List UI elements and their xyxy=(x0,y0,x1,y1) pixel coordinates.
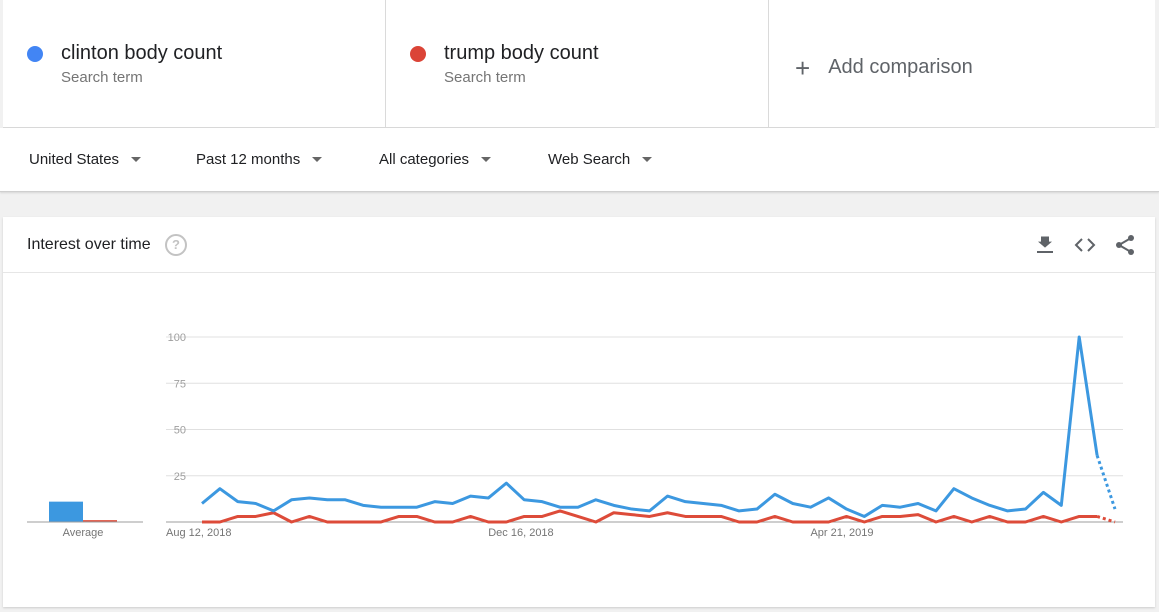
search-term-2[interactable]: trump body count Search term xyxy=(386,0,769,127)
time-range-label: Past 12 months xyxy=(196,151,301,168)
series-line-trump xyxy=(202,509,1098,524)
search-terms-bar: clinton body count Search term trump bod… xyxy=(3,0,1155,128)
search-term-type: Search term xyxy=(61,69,143,86)
search-term-name: clinton body count xyxy=(61,42,223,64)
category-dropdown[interactable]: All categories xyxy=(379,151,492,168)
dropdown-arrow-icon xyxy=(642,157,653,162)
interest-chart: 25 50 75 100 Average Aug 12, 2018 Dec 16, 2018… xyxy=(27,332,1123,539)
add-comparison: + Add comparison xyxy=(795,52,973,83)
x-tick-label: Apr 21, 2019 xyxy=(810,527,873,539)
series-line-clinton xyxy=(201,335,1099,518)
y-tick-label: 100 xyxy=(168,332,186,344)
series-partial-trump xyxy=(1096,515,1116,524)
dropdown-arrow-icon xyxy=(481,157,492,162)
y-tick-label: 25 xyxy=(174,471,186,483)
add-comparison-button[interactable]: + Add comparison xyxy=(769,0,1152,127)
series-partial-clinton xyxy=(1095,454,1117,510)
add-comparison-label: Add comparison xyxy=(828,56,973,78)
card-header: Interest over time ? xyxy=(3,217,1155,273)
average-label: Average xyxy=(63,527,104,539)
term-color-dot xyxy=(410,46,426,62)
search-term-name: trump body count xyxy=(444,42,599,64)
category-label: All categories xyxy=(379,151,470,168)
average-bar-trump xyxy=(83,520,117,522)
filters-bar: United States Past 12 months All categor… xyxy=(0,128,1159,192)
dropdown-arrow-icon xyxy=(131,157,142,162)
search-type-label: Web Search xyxy=(548,151,631,168)
interest-over-time-card: Interest over time ? 25 50 75 100 Average Aug… xyxy=(3,217,1155,607)
average-bar-clinton xyxy=(49,501,83,522)
y-tick-label: 50 xyxy=(174,425,186,437)
time-range-dropdown[interactable]: Past 12 months xyxy=(196,151,323,168)
search-term-1[interactable]: clinton body count Search term xyxy=(3,0,386,127)
help-icon[interactable]: ? xyxy=(165,234,187,256)
search-type-dropdown[interactable]: Web Search xyxy=(548,151,653,168)
download-icon[interactable] xyxy=(1032,232,1058,258)
x-tick-label: Aug 12, 2018 xyxy=(166,527,231,539)
embed-code-icon[interactable] xyxy=(1072,232,1098,258)
dropdown-arrow-icon xyxy=(312,157,323,162)
y-tick-label: 75 xyxy=(174,378,186,390)
plus-icon: + xyxy=(795,52,811,83)
region-label: United States xyxy=(29,151,120,168)
share-icon[interactable] xyxy=(1112,232,1138,258)
x-tick-label: Dec 16, 2018 xyxy=(488,527,553,539)
search-term-type: Search term xyxy=(444,69,526,86)
card-title: Interest over time xyxy=(27,236,151,253)
term-color-dot xyxy=(27,46,43,62)
region-dropdown[interactable]: United States xyxy=(29,151,142,168)
